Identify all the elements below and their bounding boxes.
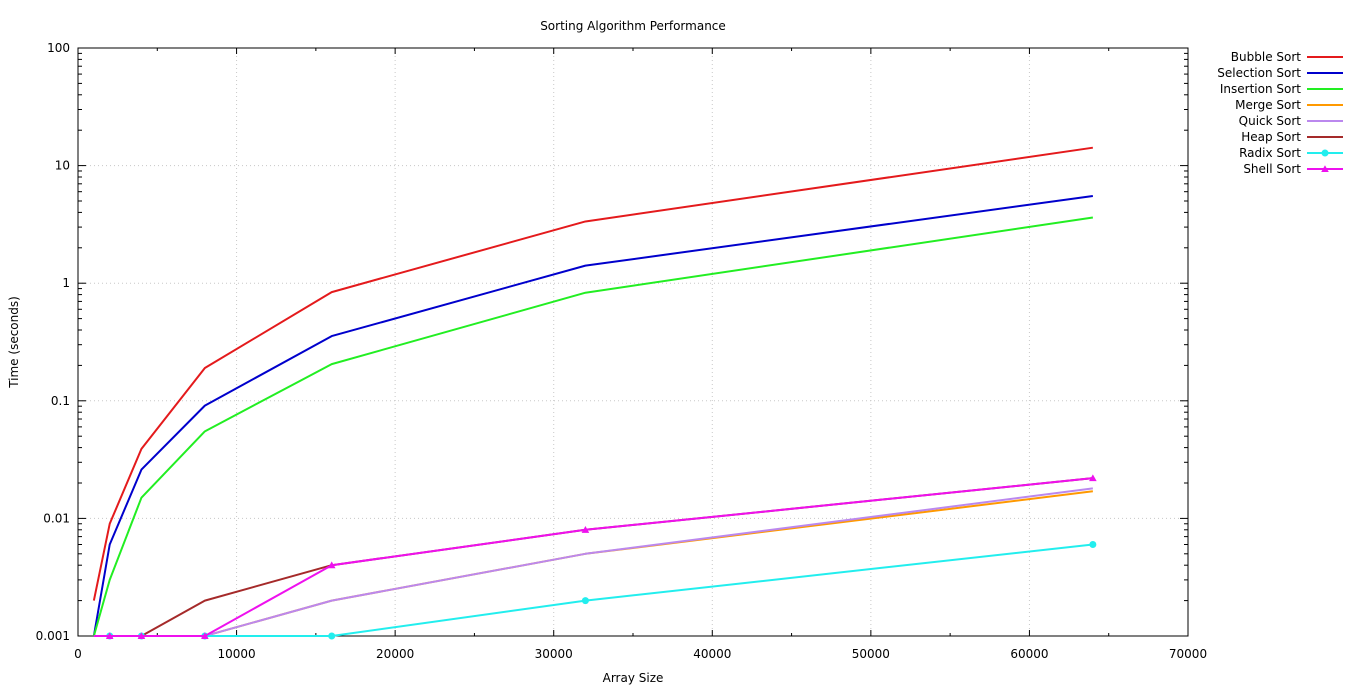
legend-entry: Selection Sort [1217, 66, 1343, 80]
legend-entry: Bubble Sort [1231, 50, 1343, 64]
chart-title: Sorting Algorithm Performance [540, 19, 726, 33]
y-tick-label: 0.01 [43, 511, 70, 525]
series-group [92, 146, 1097, 640]
legend: Bubble Sort Selection Sort Insertion Sort M… [1217, 50, 1343, 176]
data-point [201, 632, 209, 640]
x-tick-label: 70000 [1169, 647, 1207, 661]
y-tick-label: 10 [55, 159, 70, 173]
legend-marker [1321, 165, 1329, 173]
data-point [581, 525, 590, 533]
legend-label: Quick Sort [1239, 114, 1302, 128]
legend-entry: Quick Sort [1239, 114, 1343, 128]
y-tick-label: 0.001 [36, 629, 70, 643]
x-tick-label: 0 [74, 647, 82, 661]
x-tick-label: 20000 [376, 647, 414, 661]
legend-label: Bubble Sort [1231, 50, 1301, 64]
y-tick-label: 0.1 [51, 394, 70, 408]
series-line [93, 477, 1093, 637]
legend-label: Shell Sort [1243, 162, 1301, 176]
legend-entry: Radix Sort [1239, 146, 1343, 160]
data-point [137, 632, 146, 640]
y-tick-label: 1 [62, 276, 70, 290]
legend-label: Merge Sort [1235, 98, 1301, 112]
legend-entry: Heap Sort [1241, 130, 1343, 144]
x-tick-label: 30000 [535, 647, 573, 661]
data-point [105, 632, 114, 640]
legend-entry: Shell Sort [1243, 162, 1343, 176]
series [92, 194, 1093, 637]
series [92, 216, 1094, 637]
y-tick-label: 100 [47, 41, 70, 55]
y-axis: 0.001 0.01 0.1 1 10 100 [36, 41, 1188, 643]
x-tick-label: 10000 [217, 647, 255, 661]
x-axis-label: Array Size [603, 671, 664, 685]
series [93, 474, 1097, 640]
data-point [581, 597, 589, 605]
series-line [92, 146, 1094, 601]
legend-marker [1321, 149, 1329, 157]
data-point [1089, 474, 1097, 482]
x-tick-label: 60000 [1010, 647, 1048, 661]
legend-entry: Merge Sort [1235, 98, 1343, 112]
series-line [92, 216, 1094, 637]
legend-label: Heap Sort [1241, 130, 1301, 144]
series-line [92, 194, 1093, 637]
x-tick-label: 40000 [693, 647, 731, 661]
y-axis-label: Time (seconds) [7, 296, 21, 389]
data-point [1089, 540, 1097, 548]
series-line [93, 477, 1093, 637]
legend-label: Insertion Sort [1220, 82, 1301, 96]
legend-entry: Insertion Sort [1220, 82, 1343, 96]
series [92, 146, 1094, 601]
data-point [327, 561, 336, 569]
series [93, 477, 1093, 637]
legend-label: Selection Sort [1217, 66, 1301, 80]
x-axis: 0 10000 20000 30000 40000 50000 60000 70000 [74, 48, 1207, 661]
x-tick-label: 50000 [852, 647, 890, 661]
legend-label: Radix Sort [1239, 146, 1301, 160]
data-point [328, 632, 336, 640]
